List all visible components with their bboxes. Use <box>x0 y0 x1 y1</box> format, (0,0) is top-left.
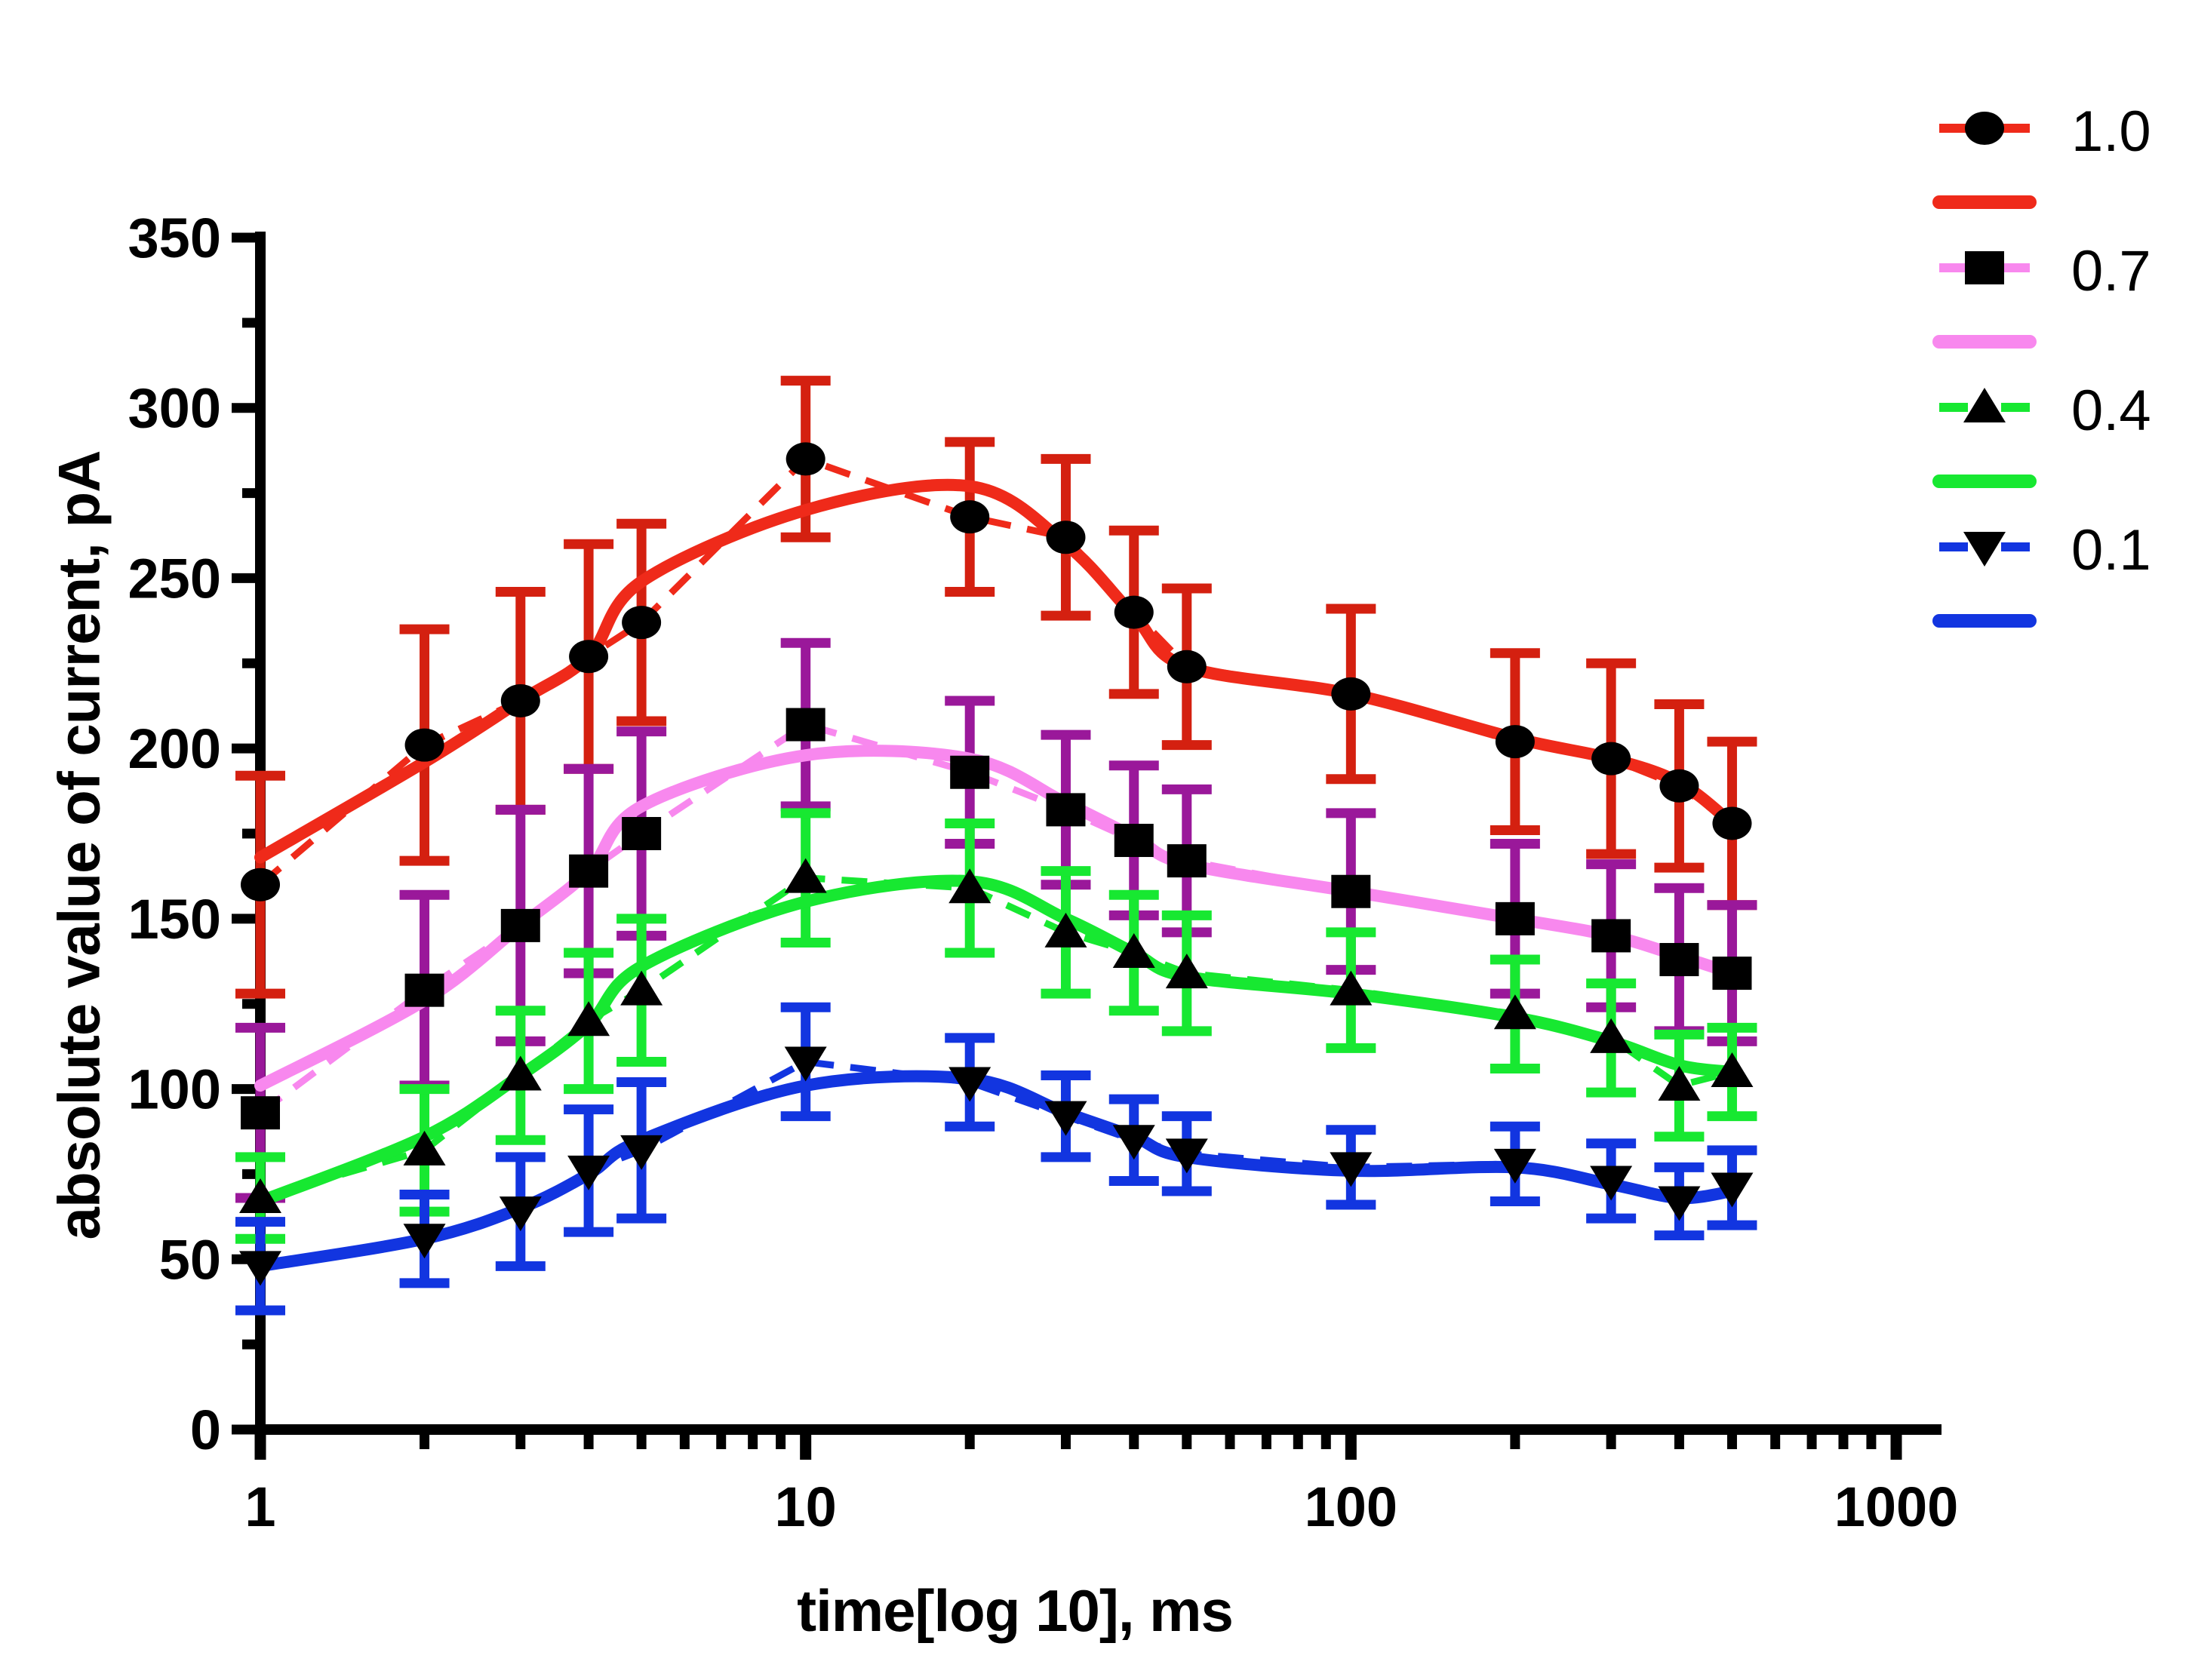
data-marker-triangle-up <box>784 858 827 893</box>
data-marker-triangle-up <box>1658 1066 1701 1101</box>
data-marker-square <box>1591 919 1631 953</box>
marker-group-0.1 <box>239 1046 1754 1286</box>
data-marker-triangle-up <box>567 1001 610 1037</box>
legend-entry-0.1[interactable]: 0.1 <box>1932 518 2151 628</box>
data-marker-triangle-up <box>1963 388 2006 422</box>
data-marker-circle <box>569 640 609 674</box>
data-marker-triangle-down <box>1711 1172 1754 1208</box>
data-marker-square <box>569 854 609 888</box>
x-tick-label: 10 <box>775 1476 837 1538</box>
data-marker-triangle-down <box>499 1196 542 1232</box>
data-marker-circle <box>1495 725 1535 759</box>
data-marker-triangle-down <box>1493 1148 1536 1184</box>
data-marker-triangle-up <box>1165 954 1208 989</box>
data-marker-triangle-down <box>948 1067 992 1102</box>
data-marker-square <box>1167 844 1207 878</box>
marker-group-0.4 <box>239 858 1754 1214</box>
marker-group-1.0 <box>241 442 1752 901</box>
data-marker-square <box>241 1096 280 1130</box>
data-marker-square <box>1114 824 1154 858</box>
data-marker-triangle-up <box>403 1130 446 1166</box>
data-marker-triangle-down <box>1330 1152 1373 1187</box>
legend-label-1.0: 1.0 <box>2071 100 2151 164</box>
y-tick-label: 50 <box>159 1228 221 1291</box>
data-marker-square <box>1046 793 1086 827</box>
data-marker-square <box>786 708 825 742</box>
data-marker-triangle-up <box>1044 912 1087 947</box>
data-marker-square <box>622 817 662 850</box>
data-marker-circle <box>500 683 540 717</box>
data-marker-circle <box>1965 112 2004 145</box>
data-marker-triangle-up <box>1112 933 1155 968</box>
y-tick-label: 150 <box>128 888 221 951</box>
x-tick-label: 1 <box>244 1476 275 1538</box>
data-marker-circle <box>1167 650 1207 683</box>
legend-entry-0.4[interactable]: 0.4 <box>1932 379 2151 488</box>
y-tick-label: 300 <box>128 377 221 440</box>
x-tick-label: 1000 <box>1834 1476 1959 1538</box>
data-marker-triangle-up <box>499 1055 542 1091</box>
legend-label-0.4: 0.4 <box>2071 379 2151 443</box>
data-marker-square <box>950 755 990 789</box>
data-marker-triangle-down <box>1165 1138 1208 1174</box>
data-marker-triangle-down <box>403 1224 446 1259</box>
data-marker-circle <box>1114 595 1154 629</box>
data-marker-triangle-up <box>1711 1052 1754 1087</box>
y-tick-label: 250 <box>128 547 221 610</box>
data-marker-circle <box>1712 806 1752 840</box>
data-marker-circle <box>622 606 662 640</box>
y-tick-label: 350 <box>128 207 221 269</box>
data-marker-circle <box>1659 769 1699 803</box>
data-marker-square <box>404 973 444 1007</box>
data-marker-triangle-down <box>567 1155 610 1190</box>
data-marker-circle <box>950 500 990 534</box>
data-marker-triangle-down <box>1658 1186 1701 1221</box>
data-marker-triangle-down <box>1112 1125 1155 1160</box>
data-marker-circle <box>404 728 444 762</box>
data-marker-triangle-down <box>1590 1166 1633 1201</box>
errorbar-group-1.0 <box>235 376 1757 999</box>
data-marker-circle <box>786 442 825 476</box>
data-marker-triangle-down <box>784 1046 827 1082</box>
y-tick-label: 0 <box>190 1399 221 1461</box>
legend-entry-0.7[interactable]: 0.7 <box>1932 239 2151 349</box>
y-tick-label: 200 <box>128 717 221 780</box>
data-marker-triangle-down <box>620 1135 663 1170</box>
data-marker-square <box>500 908 540 942</box>
data-marker-circle <box>1591 742 1631 776</box>
data-marker-triangle-up <box>948 868 992 904</box>
data-marker-square <box>1712 957 1752 990</box>
marker-group-0.7 <box>241 708 1752 1130</box>
data-marker-triangle-down <box>1044 1101 1087 1136</box>
data-marker-triangle-up <box>1330 970 1373 1006</box>
x-tick-label: 100 <box>1305 1476 1397 1538</box>
data-marker-circle <box>241 868 280 901</box>
data-marker-square <box>1495 901 1535 935</box>
y-axis-title: absolute value of current, pA <box>45 450 112 1240</box>
data-marker-triangle-up <box>1493 994 1536 1030</box>
data-marker-square <box>1965 251 2004 284</box>
data-marker-triangle-up <box>1590 1018 1633 1053</box>
y-tick-label: 100 <box>128 1058 221 1121</box>
data-marker-triangle-up <box>239 1178 281 1214</box>
data-marker-triangle-up <box>620 970 663 1006</box>
data-marker-circle <box>1046 521 1086 554</box>
data-marker-square <box>1331 874 1371 908</box>
data-marker-square <box>1659 943 1699 977</box>
legend-label-0.7: 0.7 <box>2071 239 2151 303</box>
data-marker-triangle-down <box>239 1251 281 1286</box>
data-marker-circle <box>1331 677 1371 711</box>
legend-label-0.1: 0.1 <box>2071 518 2151 582</box>
data-marker-triangle-down <box>1963 532 2006 567</box>
legend-entry-1.0[interactable]: 1.0 <box>1932 100 2151 209</box>
x-axis-title: time[log 10], ms <box>797 1577 1234 1644</box>
